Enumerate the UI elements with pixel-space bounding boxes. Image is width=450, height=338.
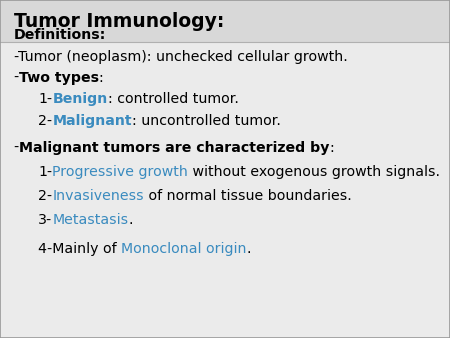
Text: Tumor Immunology:: Tumor Immunology: — [14, 11, 224, 31]
Text: without exogenous growth signals.: without exogenous growth signals. — [188, 165, 440, 179]
Text: :: : — [329, 141, 334, 155]
Text: : uncontrolled tumor.: : uncontrolled tumor. — [132, 114, 281, 128]
Text: -: - — [14, 141, 19, 155]
Text: Two types: Two types — [19, 71, 99, 85]
Text: 2-: 2- — [38, 189, 52, 203]
Text: -: - — [14, 71, 19, 85]
Text: Malignant: Malignant — [52, 114, 132, 128]
Text: 1-: 1- — [38, 165, 52, 179]
Text: Malignant tumors are characterized by: Malignant tumors are characterized by — [19, 141, 329, 155]
Text: : controlled tumor.: : controlled tumor. — [108, 92, 238, 106]
Text: :: : — [99, 71, 104, 85]
Text: 3-: 3- — [38, 213, 53, 227]
Text: -Tumor (neoplasm): unchecked cellular growth.: -Tumor (neoplasm): unchecked cellular gr… — [14, 50, 347, 64]
Text: 1-: 1- — [38, 92, 52, 106]
Text: .: . — [129, 213, 133, 227]
Text: Benign: Benign — [52, 92, 108, 106]
Text: Invasiveness: Invasiveness — [52, 189, 144, 203]
Text: Metastasis: Metastasis — [53, 213, 129, 227]
Bar — [0, 0, 450, 42]
Text: .: . — [247, 242, 252, 257]
Text: 2-: 2- — [38, 114, 52, 128]
Text: Monoclonal origin: Monoclonal origin — [122, 242, 247, 257]
Text: Definitions:: Definitions: — [14, 28, 106, 43]
Text: of normal tissue boundaries.: of normal tissue boundaries. — [144, 189, 352, 203]
Text: Progressive growth: Progressive growth — [52, 165, 188, 179]
Text: 4-Mainly of: 4-Mainly of — [38, 242, 122, 257]
